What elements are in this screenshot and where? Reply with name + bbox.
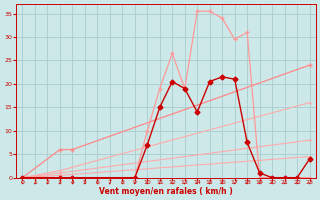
X-axis label: Vent moyen/en rafales ( km/h ): Vent moyen/en rafales ( km/h ) bbox=[99, 187, 233, 196]
